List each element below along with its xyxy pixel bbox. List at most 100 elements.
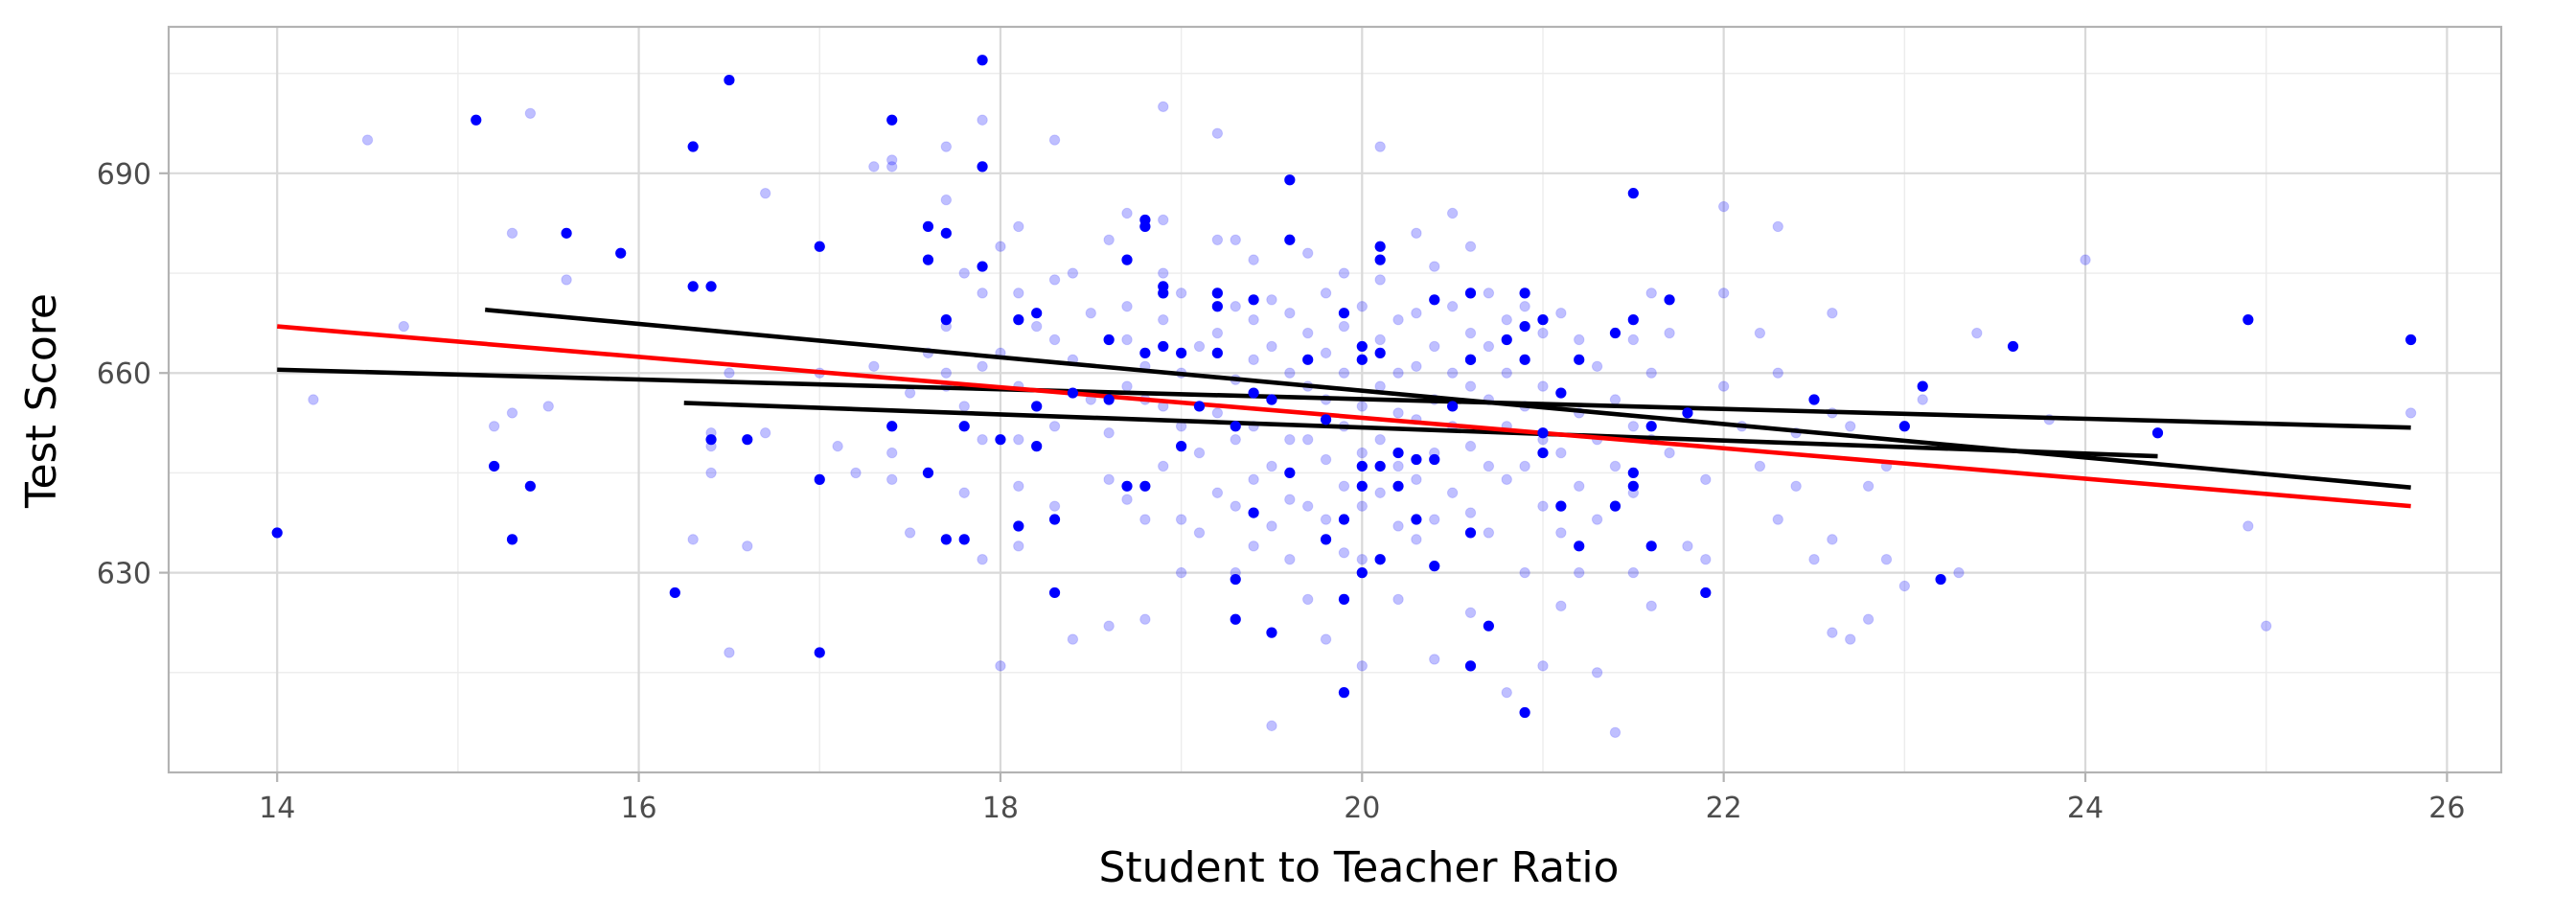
background-point bbox=[1085, 307, 1096, 319]
background-point bbox=[1030, 320, 1043, 333]
background-point bbox=[1248, 254, 1259, 265]
sample-point bbox=[1808, 394, 1820, 405]
sample-point bbox=[1158, 340, 1169, 353]
background-point bbox=[1301, 433, 1314, 446]
background-point bbox=[1700, 473, 1712, 486]
sample-point bbox=[1284, 234, 1296, 245]
background-point bbox=[868, 360, 880, 372]
background-point bbox=[1266, 520, 1277, 532]
sample-point bbox=[1429, 561, 1440, 572]
background-point bbox=[759, 187, 771, 199]
background-point bbox=[1193, 340, 1206, 353]
background-point bbox=[1211, 234, 1224, 245]
background-point bbox=[1320, 514, 1332, 525]
sample-point bbox=[1374, 347, 1386, 358]
background-point bbox=[1248, 540, 1259, 552]
background-point bbox=[1411, 534, 1422, 545]
background-point bbox=[687, 534, 699, 545]
background-point bbox=[995, 241, 1006, 252]
background-point bbox=[1139, 514, 1151, 525]
background-point bbox=[1429, 340, 1440, 353]
sample-point bbox=[1464, 527, 1477, 539]
sample-point bbox=[1574, 540, 1585, 552]
sample-point bbox=[977, 161, 988, 172]
sample-point bbox=[1013, 314, 1024, 326]
background-point bbox=[1537, 660, 1549, 672]
background-point bbox=[1483, 527, 1495, 539]
background-point bbox=[1537, 327, 1549, 339]
background-point bbox=[1013, 288, 1024, 299]
background-point bbox=[1446, 367, 1459, 379]
background-point bbox=[1827, 627, 1838, 638]
sample-point bbox=[922, 467, 934, 479]
x-tick-label: 24 bbox=[2067, 792, 2104, 825]
background-point bbox=[1103, 427, 1115, 439]
sample-point bbox=[669, 586, 680, 599]
background-point bbox=[868, 161, 880, 172]
background-point bbox=[1356, 301, 1368, 312]
background-point bbox=[1411, 360, 1422, 372]
sample-point bbox=[814, 241, 825, 252]
sample-point bbox=[1211, 288, 1223, 299]
background-point bbox=[977, 433, 988, 446]
background-point bbox=[1374, 433, 1386, 446]
sample-point bbox=[1139, 214, 1151, 226]
sample-point bbox=[1519, 354, 1530, 365]
background-point bbox=[958, 487, 970, 498]
sample-point bbox=[1356, 460, 1368, 472]
background-point bbox=[1555, 527, 1567, 539]
sample-point bbox=[724, 74, 735, 86]
background-point bbox=[1645, 600, 1657, 612]
sample-point bbox=[506, 534, 518, 545]
background-point bbox=[850, 467, 862, 479]
background-point bbox=[759, 427, 771, 439]
background-point bbox=[1537, 380, 1549, 392]
sample-point bbox=[1338, 308, 1350, 319]
background-point bbox=[1609, 460, 1622, 472]
background-point bbox=[886, 154, 898, 166]
sample-point bbox=[922, 220, 934, 232]
sample-point bbox=[814, 473, 825, 485]
background-point bbox=[1048, 421, 1061, 432]
background-point bbox=[1301, 593, 1314, 606]
background-point bbox=[1284, 433, 1296, 446]
background-point bbox=[1284, 367, 1296, 379]
background-point bbox=[724, 367, 735, 379]
background-point bbox=[1645, 367, 1657, 379]
background-point bbox=[1338, 320, 1350, 333]
sample-point bbox=[1429, 294, 1440, 306]
background-point bbox=[1501, 313, 1512, 326]
sample-point bbox=[922, 254, 934, 265]
regression-lines-layer bbox=[277, 307, 2411, 509]
background-point bbox=[488, 421, 500, 432]
sample-point bbox=[886, 114, 898, 126]
sample-point bbox=[1230, 421, 1241, 432]
x-tick-label: 14 bbox=[259, 792, 295, 825]
background-point bbox=[1700, 554, 1712, 565]
sample-point bbox=[1374, 460, 1386, 472]
sample-point bbox=[1139, 480, 1151, 492]
background-point bbox=[1519, 460, 1530, 472]
background-point bbox=[1790, 480, 1802, 493]
sample-point bbox=[940, 227, 952, 239]
sample-point bbox=[1176, 347, 1187, 358]
sample-point bbox=[1211, 347, 1223, 358]
sample-point bbox=[1664, 294, 1675, 306]
sample-point bbox=[940, 314, 952, 326]
sample-point bbox=[886, 421, 898, 432]
background-point bbox=[1862, 613, 1874, 625]
background-point bbox=[1013, 433, 1024, 446]
background-point bbox=[1121, 494, 1133, 505]
sample-point bbox=[977, 261, 988, 272]
sample-point bbox=[1320, 534, 1332, 545]
sample-point bbox=[1248, 507, 1259, 518]
sample-point bbox=[1139, 347, 1151, 358]
background-point bbox=[1356, 660, 1368, 672]
background-point bbox=[1682, 540, 1693, 552]
background-point bbox=[361, 134, 374, 146]
x-tick-label: 18 bbox=[982, 792, 1019, 825]
background-point bbox=[1158, 214, 1169, 226]
background-point bbox=[1717, 200, 1730, 213]
sample-point bbox=[271, 527, 283, 539]
